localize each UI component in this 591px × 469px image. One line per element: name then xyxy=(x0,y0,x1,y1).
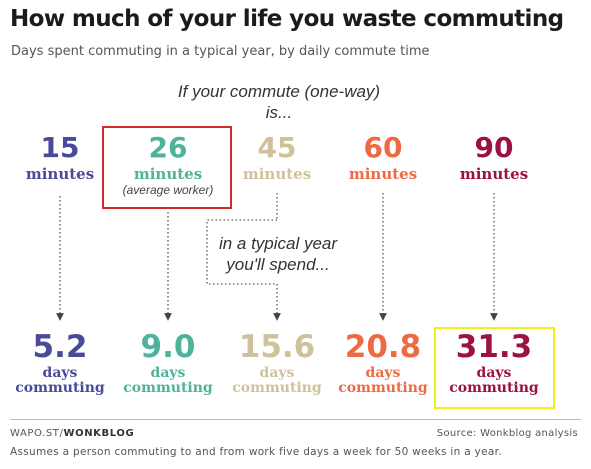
days-value: 20.8 xyxy=(344,329,422,365)
days-unit: days commuting xyxy=(103,366,233,396)
days-word: days xyxy=(150,365,186,381)
days-value: 5.2 xyxy=(32,329,88,365)
minutes-value: 26 xyxy=(148,131,188,164)
minutes-unit: minutes xyxy=(25,165,95,183)
commuting-word: commuting xyxy=(123,380,213,396)
minutes-unit: minutes xyxy=(133,165,203,183)
credit-brand: WONKBLOG xyxy=(63,428,135,439)
intro-text: If your commute (one-way) is... xyxy=(177,82,381,122)
commuting-word: commuting xyxy=(232,380,322,396)
minutes-unit: minutes xyxy=(348,165,418,183)
footer-rule xyxy=(10,419,581,420)
methodology-note: Assumes a person commuting to and from w… xyxy=(10,446,502,458)
days-word: days xyxy=(476,365,512,381)
days-unit: days commuting xyxy=(212,366,342,396)
days-word: days xyxy=(365,365,401,381)
days-word: days xyxy=(42,365,78,381)
days-unit: days commuting xyxy=(318,366,448,396)
chart-title: How much of your life you waste commutin… xyxy=(10,6,564,32)
days-value: 15.6 xyxy=(238,329,316,365)
average-highlight-box xyxy=(102,126,232,209)
credit-prefix: WAPO.ST/ xyxy=(10,428,64,439)
minutes-value: 90 xyxy=(474,131,514,164)
mid-text-frame xyxy=(206,219,277,285)
mid-text: in a typical year you'll spend... xyxy=(218,234,338,274)
days-word: days xyxy=(259,365,295,381)
days-unit: days commuting xyxy=(429,366,559,396)
commuting-word: commuting xyxy=(15,380,105,396)
source-note: Source: Wonkblog analysis xyxy=(436,428,578,439)
days-unit: days commuting xyxy=(0,366,125,396)
minutes-unit: minutes xyxy=(242,165,312,183)
minutes-value: 15 xyxy=(40,131,80,164)
average-worker-note: (average worker) xyxy=(122,183,214,197)
minutes-unit: minutes xyxy=(459,165,529,183)
minutes-value: 60 xyxy=(363,131,403,164)
days-value: 31.3 xyxy=(455,329,533,365)
commuting-word: commuting xyxy=(449,380,539,396)
days-value: 9.0 xyxy=(140,329,196,365)
credit: WAPO.ST/WONKBLOG xyxy=(10,428,134,439)
max-highlight-box xyxy=(434,327,555,409)
commuting-word: commuting xyxy=(338,380,428,396)
chart-subtitle: Days spent commuting in a typical year, … xyxy=(11,44,430,59)
minutes-value: 45 xyxy=(257,131,297,164)
